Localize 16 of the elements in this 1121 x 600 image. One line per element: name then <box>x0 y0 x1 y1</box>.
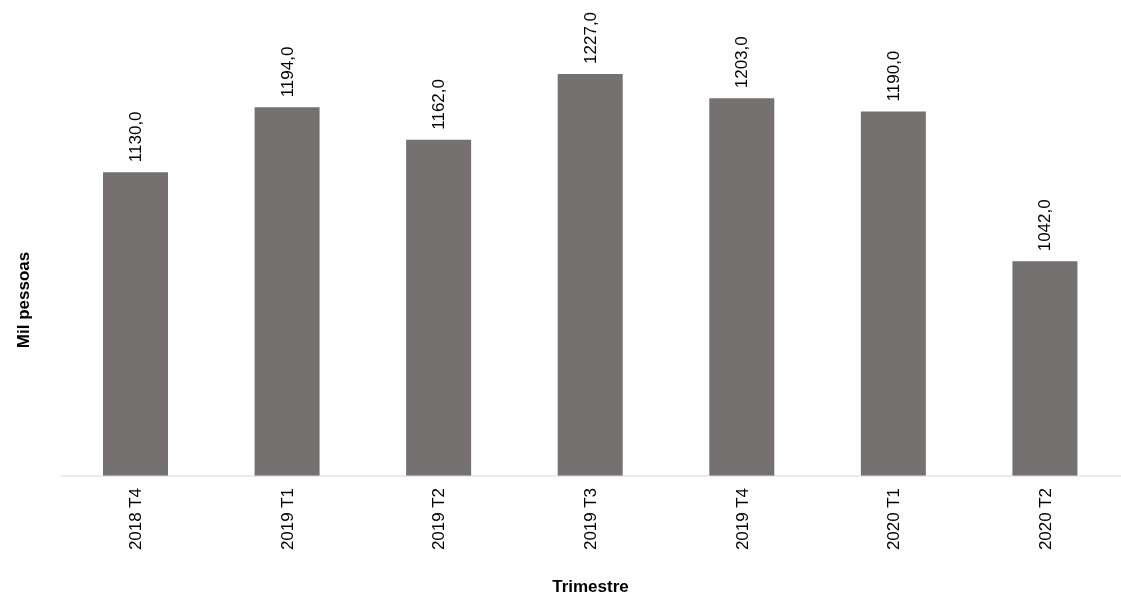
data-label: 1190,0 <box>883 50 903 102</box>
data-label: 1227,0 <box>580 11 600 64</box>
x-tick-label: 2019 T3 <box>581 488 600 551</box>
data-label: 1194,0 <box>277 46 297 98</box>
x-tick-label: 2019 T4 <box>732 488 752 551</box>
x-tick-label: 2019 T1 <box>277 488 297 551</box>
x-tick-label: 2019 T2 <box>429 488 449 551</box>
data-label: 1130,0 <box>126 111 145 163</box>
data-label: 1203,0 <box>732 36 752 89</box>
x-tick-label: 2020 T1 <box>884 488 904 551</box>
data-label: 1042,0 <box>1035 199 1055 252</box>
y-axis-title: Mil pessoas <box>14 251 34 349</box>
x-tick-label: 2018 T4 <box>126 488 146 551</box>
x-axis-title: Trimestre <box>552 577 629 596</box>
data-label: 1162,0 <box>429 79 449 130</box>
x-tick-label: 2020 T2 <box>1035 488 1055 551</box>
